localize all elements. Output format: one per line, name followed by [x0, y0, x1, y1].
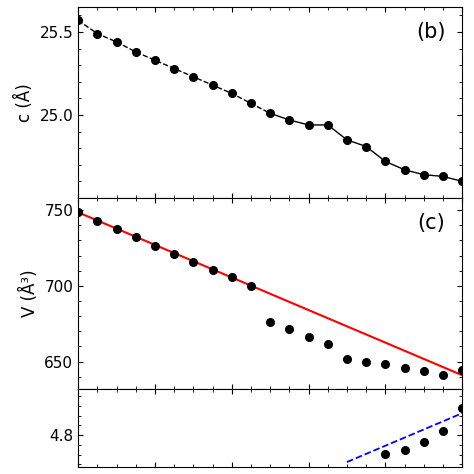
- Y-axis label: c (Å): c (Å): [15, 83, 34, 122]
- Text: (b): (b): [417, 22, 446, 42]
- Text: (c): (c): [418, 213, 445, 233]
- Y-axis label: V (Å³): V (Å³): [20, 270, 39, 317]
